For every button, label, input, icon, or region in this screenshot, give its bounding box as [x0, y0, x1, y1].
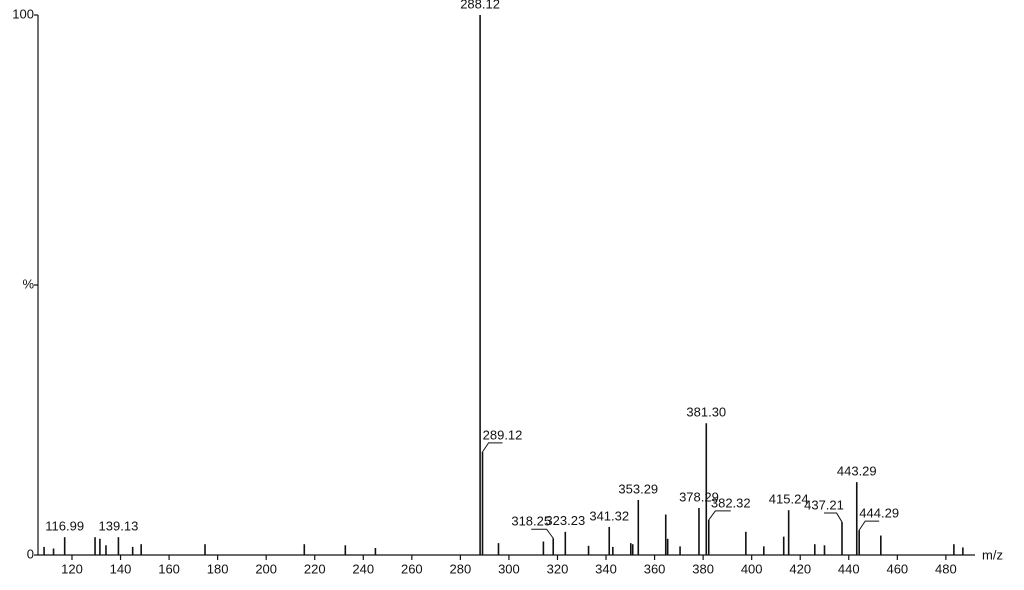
x-tick-label: 180: [207, 561, 229, 576]
peak-label: 288.12: [460, 0, 500, 11]
x-tick-label: 380: [692, 561, 714, 576]
x-tick-label: 340: [595, 561, 617, 576]
x-tick-label: 240: [352, 561, 374, 576]
peak-label: 353.29: [618, 481, 658, 496]
x-tick-label: 200: [255, 561, 277, 576]
label-leader: [823, 512, 843, 523]
y-tick-label: %: [22, 276, 34, 291]
x-axis-label: m/z: [982, 547, 1003, 562]
x-tick-label: 280: [450, 561, 472, 576]
x-tick-label: 260: [401, 561, 423, 576]
y-tick-label: 0: [27, 546, 34, 561]
label-leader: [708, 510, 731, 521]
x-tick-label: 420: [789, 561, 811, 576]
label-leader: [531, 528, 554, 539]
x-tick-label: 120: [61, 561, 83, 576]
x-tick-label: 460: [886, 561, 908, 576]
peak-label: 116.99: [45, 519, 84, 534]
peak-label: 139.13: [99, 519, 139, 534]
x-tick-label: 360: [644, 561, 666, 576]
peak-label: 323.23: [545, 513, 585, 528]
peak-label: 381.30: [686, 405, 726, 420]
x-tick-label: 480: [935, 561, 957, 576]
peak-label: 341.32: [589, 508, 629, 523]
peak-label: 443.29: [837, 464, 877, 479]
peak-label: 318.25: [511, 514, 551, 529]
peak-label: 444.29: [859, 506, 899, 521]
x-tick-label: 300: [498, 561, 520, 576]
peak-label: 378.29: [679, 489, 719, 504]
peak-label: 289.12: [483, 427, 523, 442]
x-tick-label: 320: [547, 561, 569, 576]
label-leader: [858, 520, 880, 531]
y-tick-label: 100: [12, 6, 34, 21]
x-tick-label: 160: [158, 561, 180, 576]
peak-label: 437.21: [804, 497, 844, 512]
x-tick-label: 400: [741, 561, 763, 576]
x-tick-label: 220: [304, 561, 326, 576]
label-leader: [482, 442, 503, 453]
x-tick-label: 140: [110, 561, 132, 576]
x-tick-label: 440: [838, 561, 860, 576]
peak-label: 382.32: [711, 495, 751, 510]
peak-label: 415.24: [769, 492, 809, 507]
